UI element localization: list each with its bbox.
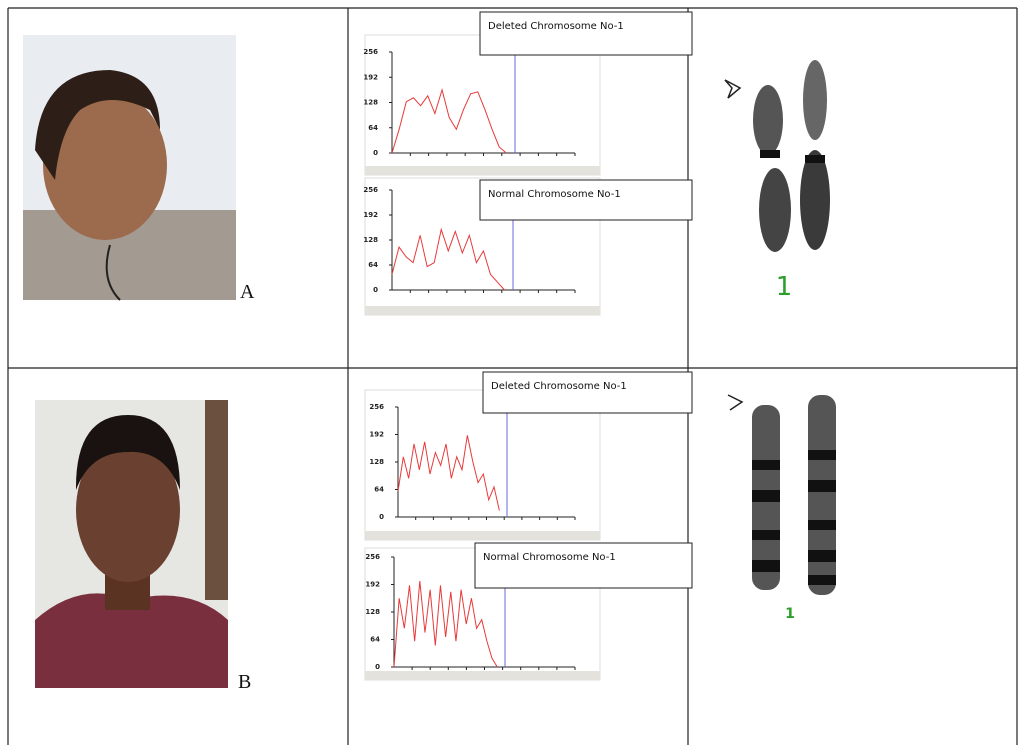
row-label: B (238, 671, 251, 693)
y-tick-label: 64 (370, 636, 380, 644)
y-tick-label: 192 (363, 211, 378, 219)
y-tick-label: 64 (368, 124, 378, 132)
label-box (480, 12, 692, 55)
y-tick-label: 128 (363, 99, 378, 107)
chromosome-label: 1 (785, 606, 795, 622)
chromosome-b (728, 395, 836, 595)
y-tick-label: 64 (368, 261, 378, 269)
y-tick-label: 128 (369, 458, 384, 466)
row-label: A (240, 281, 255, 303)
y-tick-label: 128 (363, 236, 378, 244)
photo-a (23, 35, 236, 300)
chromosome-label: 1 (776, 272, 793, 302)
y-tick-label: 0 (373, 286, 378, 294)
panel-bar (365, 671, 600, 680)
y-tick-label: 0 (373, 149, 378, 157)
y-tick-label: 128 (365, 608, 380, 616)
label-box (480, 180, 692, 220)
y-tick-label: 256 (363, 186, 378, 194)
y-tick-label: 192 (365, 581, 380, 589)
y-tick-label: 256 (363, 48, 378, 56)
chart-panel (365, 35, 600, 175)
chart-title: Deleted Chromosome No-1 (491, 381, 627, 392)
y-tick-label: 256 (369, 403, 384, 411)
y-tick-label: 64 (374, 486, 384, 494)
label-box (475, 543, 692, 588)
y-tick-label: 192 (363, 73, 378, 81)
y-tick-label: 0 (379, 513, 384, 521)
y-tick-label: 256 (365, 553, 380, 561)
y-tick-label: 0 (375, 663, 380, 671)
chromosome-a (725, 60, 830, 252)
y-tick-label: 192 (369, 431, 384, 439)
chart-title: Normal Chromosome No-1 (483, 552, 616, 563)
panel-bar (365, 531, 600, 540)
chart-title: Deleted Chromosome No-1 (488, 21, 624, 32)
photo-b (35, 400, 228, 688)
panel-bar (365, 306, 600, 315)
panel-bar (365, 166, 600, 175)
figure: A B 1 1 0 64 128 192 256 Deleted Chromosome N… (0, 0, 1018, 745)
chart-title: Normal Chromosome No-1 (488, 189, 621, 200)
label-box (483, 372, 692, 413)
